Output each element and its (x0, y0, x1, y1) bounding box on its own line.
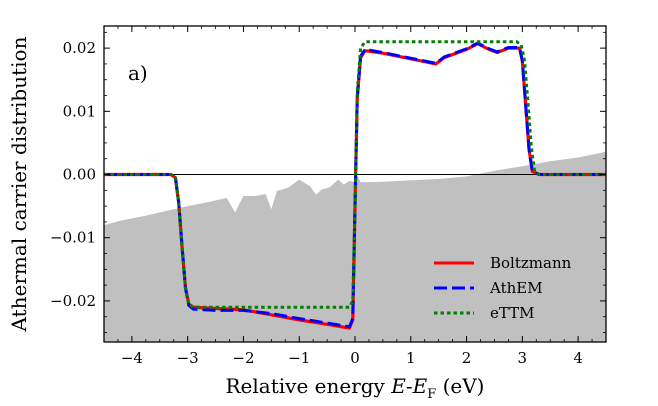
x-tick-label: −2 (232, 349, 254, 367)
y-tick-label: 0.00 (63, 166, 96, 184)
axis-ticks: −4 −3 −2 −1 0 1 2 3 4 −0.02 −0.01 0.00 0.01 0.02 (50, 26, 607, 367)
x-tick-label: 2 (462, 349, 472, 367)
x-tick-label: 1 (406, 349, 416, 367)
x-tick-label: 0 (350, 349, 360, 367)
legend-label-boltzmann: Boltzmann (490, 254, 572, 272)
x-tick-label: 4 (573, 349, 583, 367)
x-tick-label: −4 (121, 349, 143, 367)
x-axis-label-var-e: E (390, 374, 406, 398)
legend-label-athem: AthEM (489, 279, 543, 297)
panel-label: a) (128, 61, 148, 85)
y-axis-label: Athermal carrier distribution (7, 36, 31, 332)
x-tick-label: −3 (177, 349, 199, 367)
x-axis-label-sub: F (427, 387, 436, 402)
series-line-ettm (104, 40, 606, 309)
y-tick-label: −0.01 (50, 229, 96, 247)
x-tick-label: −1 (288, 349, 310, 367)
x-tick-label: 3 (518, 349, 528, 367)
x-axis-label-suffix: (eV) (436, 374, 484, 398)
series-group (104, 40, 606, 330)
legend: Boltzmann AthEM eTTM (434, 254, 572, 322)
y-tick-label: 0.01 (63, 102, 96, 120)
y-tick-label: −0.02 (50, 292, 96, 310)
x-axis-label: Relative energy E-EF (eV) (226, 374, 485, 402)
x-axis-label-prefix: Relative energy (226, 374, 392, 398)
legend-label-ettm: eTTM (490, 304, 535, 322)
x-axis-label-dash: - (406, 374, 413, 398)
x-axis-label-var-ef: E (412, 374, 428, 398)
y-tick-label: 0.02 (63, 39, 96, 57)
